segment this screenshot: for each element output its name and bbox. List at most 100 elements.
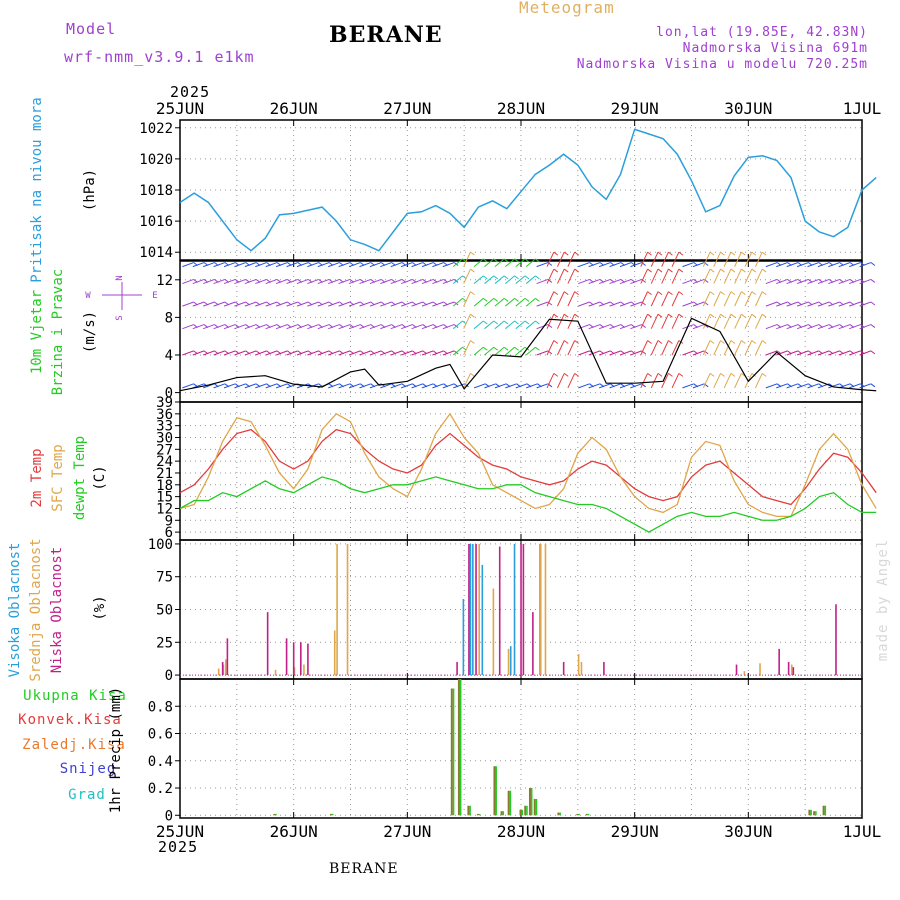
wind-barb [557,313,565,329]
wind-barb-flag [470,291,475,296]
wind-barb [702,268,711,284]
wind-barb [192,324,205,330]
wind-barb-flag [647,340,652,344]
wind-barb [734,373,742,389]
precip-bar-green [509,790,512,816]
compass-n: N [115,275,125,280]
wind-barb [630,324,642,330]
cloud-bar [787,661,790,676]
wind-barb [473,346,484,356]
wind-barb [619,324,632,330]
wind-barb [484,258,495,268]
wind-barb [630,278,642,285]
wind-barb-flag [483,320,488,325]
wind-barb-flag [761,291,767,296]
precip-bar-olive [576,813,579,816]
wind-barb [661,268,669,284]
wind-barb [265,262,278,268]
wind-barb-flag [493,258,499,263]
wind-barb [578,262,590,268]
wind-barb-flag [741,251,746,256]
cloud-bar [544,543,547,676]
precip-bar-green [495,766,497,816]
wind-barb-flag [761,340,767,344]
cloud-bar [735,664,738,676]
wind-barb [619,350,632,356]
wind-barb [317,301,330,307]
wind-barb [505,346,515,356]
wind-barb-flag [720,291,725,296]
wind-barb [650,291,659,307]
wind-barb-flag [563,291,569,296]
precip-bar-olive [585,813,588,816]
wind-barb [723,373,732,389]
wind-barb [296,350,309,356]
ytick-label: 30 [156,430,173,446]
wind-barb [828,383,840,389]
wind-barb [244,350,257,356]
wind-barb [650,373,659,389]
wind-barb [234,350,246,356]
wind-barb [754,251,763,267]
wind-barb-flag [751,291,757,296]
precip-bar-olive [330,813,333,816]
wind-barb-flag [553,313,559,318]
wind-barb [192,278,205,285]
ytick-label: 0.6 [148,727,173,743]
precip-bar-green [521,809,523,816]
wind-barb [723,291,732,307]
wind-barb [505,298,515,307]
temp-axis-label-2: SFC Temp [50,444,66,511]
wind-barb-flag [483,346,488,351]
cloud-bar [790,664,793,676]
wind-barb [515,298,526,307]
date-label-top: 25JUN [156,99,204,118]
cloud-bar [221,661,224,676]
wind-barb [494,346,505,356]
wind-barb [192,301,205,307]
wind-barb [713,268,721,284]
precip-bar-green [559,812,561,816]
wind-barb [692,383,705,389]
wind-barb [546,373,555,389]
ytick-label: 12 [156,501,173,517]
wind-barb [765,324,778,330]
wind-barb [369,262,382,268]
wind-barb [328,301,340,307]
wind-barb [307,324,319,330]
panel-5: 0 0.2 0.4 0.6 0.8 [148,678,863,824]
wind-barb [609,278,622,285]
wind-barb-flag [870,350,876,355]
wind-barb [598,262,611,268]
wind-barb [776,278,788,285]
wind-barb [796,383,809,389]
station-title: BERANE [329,22,443,48]
wind-barb [578,278,590,285]
ytick-label: 0 [165,668,173,684]
wind-barb [807,262,819,268]
wind-barb-flag [751,251,757,256]
panel-4: 0 25 50 75 100 [148,537,863,684]
wind-barb [255,301,267,307]
wind-barb-flag [563,340,569,344]
wind-barb-flag [514,320,519,325]
wind-barb [859,262,872,268]
wind-barb [786,350,799,356]
precip-bar-olive [808,809,811,816]
footer-station: BERANE [329,861,399,877]
precip-bar-green [530,788,533,816]
wind-barb [442,324,455,330]
wind-barb [671,340,680,356]
ytick-label: 39 [156,395,173,411]
wind-barb-flag [668,291,673,296]
wind-barb-flag [741,291,746,296]
wind-barb [442,262,455,268]
wind-barb [849,383,861,389]
wind-barb [859,324,872,330]
wind-barb [244,383,257,389]
wind-barb [265,350,278,356]
wind-barb [484,346,495,356]
wind-barb-flag [493,275,499,280]
wind-barb [859,278,872,285]
wind-barb [244,262,257,268]
